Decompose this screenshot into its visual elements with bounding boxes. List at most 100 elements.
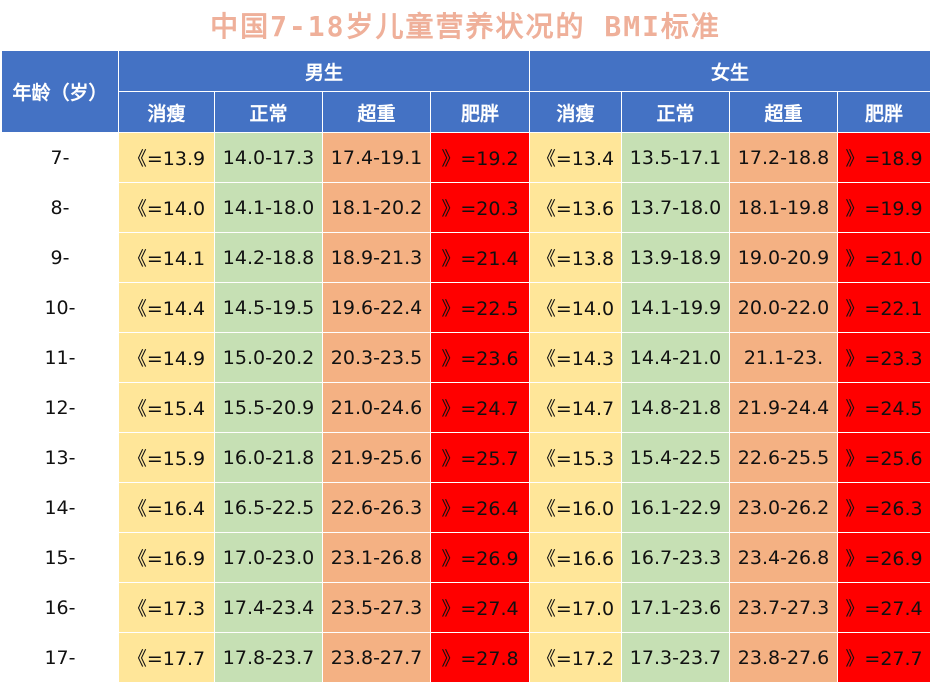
male-overweight-cell: 18.1-20.2 — [322, 182, 431, 233]
female-thin-cell: 《=17.0 — [529, 582, 623, 633]
female-obese-cell: 》=24.5 — [837, 382, 931, 433]
female-normal-cell: 17.3-23.7 — [621, 632, 731, 683]
male-obese-cell: 》=22.5 — [429, 282, 531, 333]
female-obese-cell: 》=26.3 — [837, 482, 931, 533]
age-cell: 11- — [1, 332, 119, 383]
male-normal-cell: 17.4-23.4 — [214, 582, 323, 633]
table-row: 12- 《=15.4 15.5-20.9 21.0-24.6 》=24.7 《=14.7 1… — [1, 382, 931, 433]
table-row: 16- 《=17.3 17.4-23.4 23.5-27.3 》=27.4 《=17.0 1… — [1, 582, 931, 633]
male-obese-cell: 》=27.4 — [429, 582, 531, 633]
male-normal-cell: 17.8-23.7 — [214, 632, 323, 683]
female-normal-cell: 13.9-18.9 — [621, 232, 731, 283]
male-normal-cell: 15.5-20.9 — [214, 382, 323, 433]
female-normal-cell: 16.1-22.9 — [621, 482, 731, 533]
female-overweight-cell: 21.1-23. — [729, 332, 839, 383]
male-overweight-cell: 18.9-21.3 — [322, 232, 431, 283]
female-thin-cell: 《=14.0 — [529, 282, 623, 333]
male-normal-cell: 15.0-20.2 — [214, 332, 323, 383]
male-thin-cell: 《=14.1 — [118, 232, 215, 283]
female-overweight-cell: 23.4-26.8 — [729, 532, 839, 583]
female-normal-cell: 14.4-21.0 — [621, 332, 731, 383]
female-overweight-cell: 22.6-25.5 — [729, 432, 839, 483]
male-normal-header: 正常 — [214, 91, 323, 133]
male-thin-cell: 《=17.3 — [118, 582, 215, 633]
male-overweight-cell: 17.4-19.1 — [322, 132, 431, 183]
male-overweight-cell: 20.3-23.5 — [322, 332, 431, 383]
male-obese-cell: 》=26.4 — [429, 482, 531, 533]
female-obese-header: 肥胖 — [837, 91, 931, 133]
age-cell: 10- — [1, 282, 119, 333]
male-normal-cell: 16.0-21.8 — [214, 432, 323, 483]
male-thin-cell: 《=13.9 — [118, 132, 215, 183]
male-thin-cell: 《=15.9 — [118, 432, 215, 483]
age-cell: 7- — [1, 132, 119, 183]
male-normal-cell: 16.5-22.5 — [214, 482, 323, 533]
male-thin-cell: 《=14.9 — [118, 332, 215, 383]
female-overweight-cell: 23.7-27.3 — [729, 582, 839, 633]
female-overweight-cell: 20.0-22.0 — [729, 282, 839, 333]
male-obese-cell: 》=27.8 — [429, 632, 531, 683]
age-cell: 12- — [1, 382, 119, 433]
table-row: 13- 《=15.9 16.0-21.8 21.9-25.6 》=25.7 《=15.3 1… — [1, 432, 931, 483]
page-title: 中国7-18岁儿童营养状况的 BMI标准 — [210, 10, 721, 43]
table-row: 8- 《=14.0 14.1-18.0 18.1-20.2 》=20.3 《=13.6 13… — [1, 182, 931, 233]
male-obese-header: 肥胖 — [429, 91, 531, 133]
male-thin-cell: 《=16.9 — [118, 532, 215, 583]
table-row: 17- 《=17.7 17.8-23.7 23.8-27.7 》=27.8 《=17.2 1… — [1, 632, 931, 683]
male-overweight-cell: 19.6-22.4 — [322, 282, 431, 333]
male-thin-cell: 《=14.4 — [118, 282, 215, 333]
male-overweight-cell: 23.1-26.8 — [322, 532, 431, 583]
female-normal-cell: 17.1-23.6 — [621, 582, 731, 633]
male-overweight-header: 超重 — [322, 91, 431, 133]
male-overweight-cell: 23.5-27.3 — [322, 582, 431, 633]
female-thin-cell: 《=13.8 — [529, 232, 623, 283]
male-normal-cell: 17.0-23.0 — [214, 532, 323, 583]
male-obese-cell: 》=19.2 — [429, 132, 531, 183]
male-obese-cell: 》=20.3 — [429, 182, 531, 233]
female-overweight-header: 超重 — [729, 91, 839, 133]
female-obese-cell: 》=18.9 — [837, 132, 931, 183]
age-cell: 13- — [1, 432, 119, 483]
table-row: 7- 《=13.9 14.0-17.3 17.4-19.1 》=19.2 《=13.4 13… — [1, 132, 931, 183]
male-normal-cell: 14.5-19.5 — [214, 282, 323, 333]
male-overweight-cell: 22.6-26.3 — [322, 482, 431, 533]
male-thin-cell: 《=14.0 — [118, 182, 215, 233]
male-obese-cell: 》=21.4 — [429, 232, 531, 283]
age-cell: 17- — [1, 632, 119, 683]
female-thin-cell: 《=16.6 — [529, 532, 623, 583]
female-thin-cell: 《=15.3 — [529, 432, 623, 483]
male-thin-cell: 《=17.7 — [118, 632, 215, 683]
male-obese-cell: 》=24.7 — [429, 382, 531, 433]
age-cell: 16- — [1, 582, 119, 633]
age-cell: 15- — [1, 532, 119, 583]
female-normal-cell: 13.7-18.0 — [621, 182, 731, 233]
female-normal-cell: 15.4-22.5 — [621, 432, 731, 483]
table-row: 15- 《=16.9 17.0-23.0 23.1-26.8 》=26.9 《=16.6 1… — [1, 532, 931, 583]
bmi-table: 年龄（岁） 男生 女生 消瘦 正常 超重 肥胖 消瘦 正常 超重 肥胖 7- 《=… — [1, 50, 931, 683]
male-thin-cell: 《=16.4 — [118, 482, 215, 533]
female-thin-header: 消瘦 — [529, 91, 623, 133]
age-cell: 14- — [1, 482, 119, 533]
male-overweight-cell: 21.0-24.6 — [322, 382, 431, 433]
female-normal-cell: 16.7-23.3 — [621, 532, 731, 583]
female-normal-header: 正常 — [621, 91, 731, 133]
female-thin-cell: 《=13.4 — [529, 132, 623, 183]
male-obese-cell: 》=26.9 — [429, 532, 531, 583]
table-row: 9- 《=14.1 14.2-18.8 18.9-21.3 》=21.4 《=13.8 13… — [1, 232, 931, 283]
male-normal-cell: 14.2-18.8 — [214, 232, 323, 283]
female-obese-cell: 》=25.6 — [837, 432, 931, 483]
male-normal-cell: 14.0-17.3 — [214, 132, 323, 183]
female-overweight-cell: 21.9-24.4 — [729, 382, 839, 433]
male-group-header: 男生 — [117, 50, 531, 92]
age-column-header: 年龄（岁） — [1, 50, 119, 133]
male-obese-cell: 》=23.6 — [429, 332, 531, 383]
table-row: 11- 《=14.9 15.0-20.2 20.3-23.5 》=23.6 《=14.3 1… — [1, 332, 931, 383]
female-overweight-cell: 17.2-18.8 — [729, 132, 839, 183]
female-overweight-cell: 23.0-26.2 — [729, 482, 839, 533]
male-obese-cell: 》=25.7 — [429, 432, 531, 483]
female-normal-cell: 13.5-17.1 — [621, 132, 731, 183]
female-overweight-cell: 18.1-19.8 — [729, 182, 839, 233]
table-row: 14- 《=16.4 16.5-22.5 22.6-26.3 》=26.4 《=16.0 1… — [1, 482, 931, 533]
male-thin-cell: 《=15.4 — [118, 382, 215, 433]
